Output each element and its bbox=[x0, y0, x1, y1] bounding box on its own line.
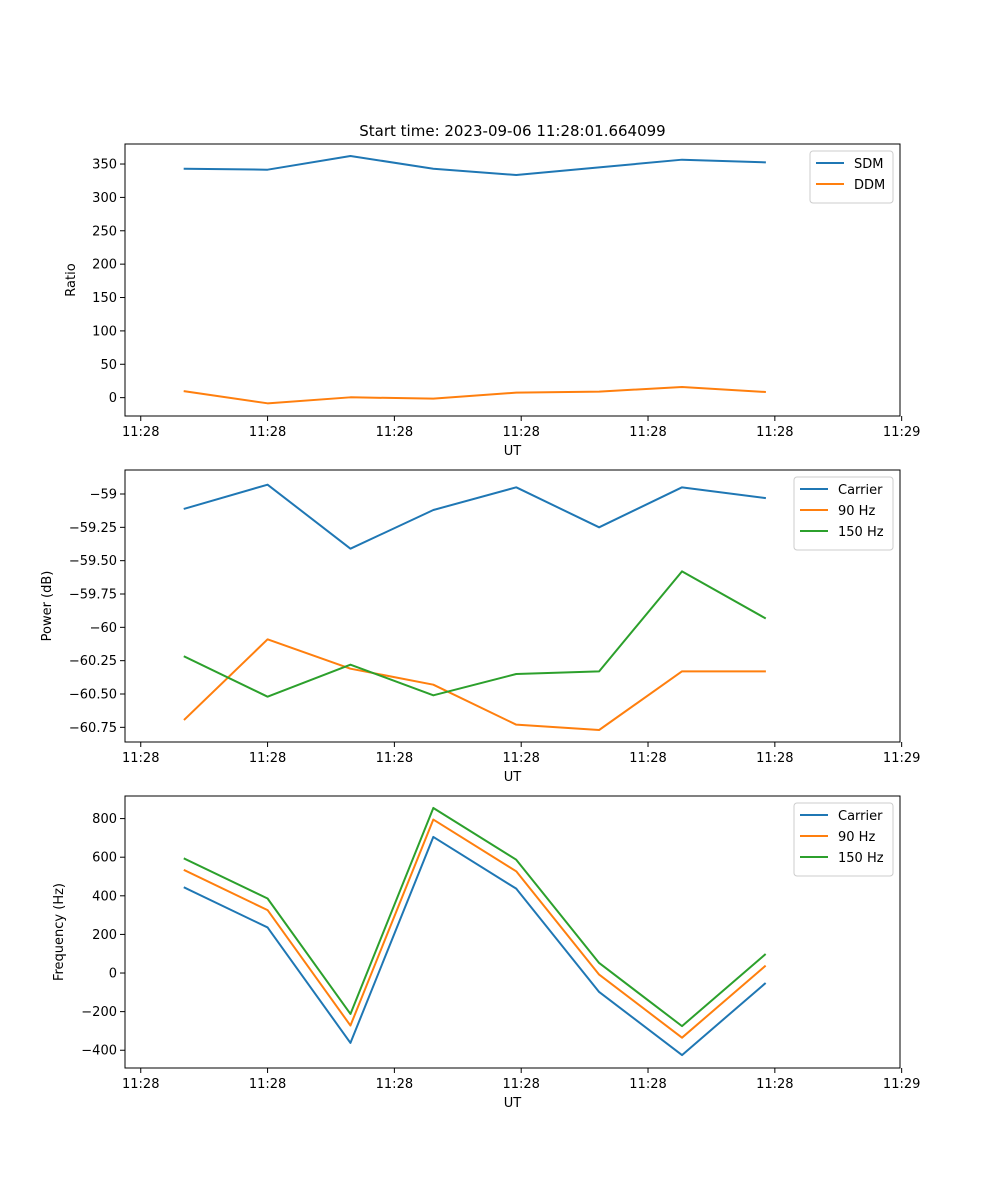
x-tick-label: 11:28 bbox=[629, 425, 666, 440]
y-tick-label: −59 bbox=[90, 488, 117, 503]
legend: SDM DDM bbox=[809, 150, 894, 204]
x-tick-label: 11:28 bbox=[629, 751, 666, 766]
x-tick-label: 11:28 bbox=[502, 1077, 539, 1092]
y-tick-label: 300 bbox=[92, 191, 117, 206]
y-tick-label: 50 bbox=[100, 358, 117, 373]
y-tick-label: −60 bbox=[90, 621, 117, 636]
axes-frame bbox=[124, 469, 901, 743]
series-line-ddm bbox=[183, 385, 766, 405]
series-line-sdm bbox=[183, 155, 766, 177]
x-tick-label: 11:28 bbox=[376, 425, 413, 440]
legend: Carrier 90 Hz 150 Hz bbox=[793, 476, 894, 551]
x-tick-label: 11:28 bbox=[122, 425, 159, 440]
y-tick-label: 250 bbox=[92, 224, 117, 239]
y-tick-label: −59.50 bbox=[69, 554, 117, 569]
y-tick-label: −200 bbox=[81, 1005, 117, 1020]
x-tick-label: 11:28 bbox=[249, 751, 286, 766]
x-tick-label: 11:29 bbox=[883, 751, 920, 766]
x-tick-label: 11:29 bbox=[883, 425, 920, 440]
x-tick-label: 11:29 bbox=[883, 1077, 920, 1092]
y-tick-label: 0 bbox=[109, 391, 117, 406]
axes-frame bbox=[124, 143, 901, 417]
y-tick-label: 800 bbox=[92, 812, 117, 827]
series-line-carrier bbox=[183, 483, 767, 550]
axes-frame bbox=[124, 795, 901, 1069]
series-line-90-hz bbox=[183, 818, 767, 1039]
y-tick-label: 600 bbox=[92, 851, 117, 866]
x-tick-label: 11:28 bbox=[502, 425, 539, 440]
plot-3: 11:28 11:28 11:28 11:28 11:28 11:28 11:29 −400 −… bbox=[52, 795, 920, 1111]
x-tick-label: 11:28 bbox=[376, 1077, 413, 1092]
x-axis-label: UT bbox=[504, 444, 522, 459]
y-tick-label: 200 bbox=[92, 258, 117, 273]
y-axis-label: Ratio bbox=[64, 263, 79, 296]
y-tick-label: 200 bbox=[92, 928, 117, 943]
series-line-carrier bbox=[183, 835, 767, 1057]
series-line-150-hz bbox=[183, 806, 767, 1028]
x-tick-label: 11:28 bbox=[122, 1077, 159, 1092]
x-tick-label: 11:28 bbox=[756, 1077, 793, 1092]
y-tick-label: 100 bbox=[92, 324, 117, 339]
x-tick-label: 11:28 bbox=[629, 1077, 666, 1092]
y-axis-label: Frequency (Hz) bbox=[52, 883, 67, 981]
series-line-150-hz bbox=[183, 570, 767, 698]
x-axis-label: UT bbox=[504, 1096, 522, 1111]
y-tick-label: 400 bbox=[92, 889, 117, 904]
y-tick-label: −400 bbox=[81, 1044, 117, 1059]
y-tick-label: 350 bbox=[92, 158, 117, 173]
y-tick-label: −60.50 bbox=[69, 688, 117, 703]
legend-label: 150 Hz bbox=[838, 851, 884, 866]
y-tick-label: −59.75 bbox=[69, 588, 117, 603]
legend-label: DDM bbox=[854, 178, 885, 193]
plot-2: 11:28 11:28 11:28 11:28 11:28 11:28 11:29 −60.7… bbox=[40, 469, 920, 785]
x-tick-label: 11:28 bbox=[502, 751, 539, 766]
x-tick-label: 11:28 bbox=[249, 1077, 286, 1092]
y-axis-label: Power (dB) bbox=[40, 571, 55, 642]
x-tick-label: 11:28 bbox=[376, 751, 413, 766]
legend-label: SDM bbox=[854, 157, 883, 172]
x-tick-label: 11:28 bbox=[756, 425, 793, 440]
legend: Carrier 90 Hz 150 Hz bbox=[793, 802, 894, 877]
plot-1: 11:28 11:28 11:28 11:28 11:28 11:28 11:29 0 50 10… bbox=[64, 143, 920, 459]
y-tick-label: 0 bbox=[109, 967, 117, 982]
figure-title: Start time: 2023-09-06 11:28:01.664099 bbox=[359, 122, 665, 140]
x-tick-label: 11:28 bbox=[249, 425, 286, 440]
x-axis-label: UT bbox=[504, 770, 522, 785]
legend-label: Carrier bbox=[838, 809, 883, 824]
x-tick-label: 11:28 bbox=[756, 751, 793, 766]
plots-group: 11:28 11:28 11:28 11:28 11:28 11:28 11:29 0 50 10… bbox=[40, 143, 920, 1111]
legend-label: 150 Hz bbox=[838, 525, 884, 540]
x-tick-label: 11:28 bbox=[122, 751, 159, 766]
series-line-90-hz bbox=[183, 638, 766, 731]
legend-label: 90 Hz bbox=[838, 504, 875, 519]
legend-label: 90 Hz bbox=[838, 830, 875, 845]
y-tick-label: 150 bbox=[92, 291, 117, 306]
y-tick-label: −60.25 bbox=[69, 654, 117, 669]
y-tick-label: −60.75 bbox=[69, 721, 117, 736]
legend-label: Carrier bbox=[838, 483, 883, 498]
y-tick-label: −59.25 bbox=[69, 521, 117, 536]
